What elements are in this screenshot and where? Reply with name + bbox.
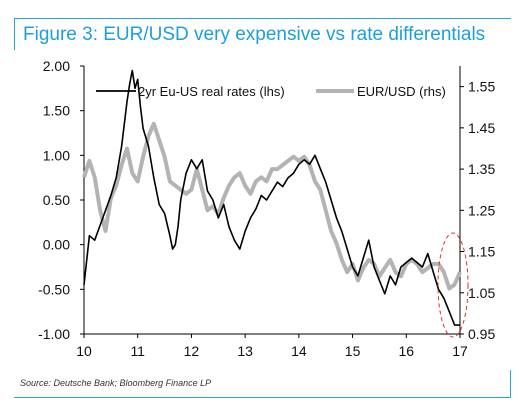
- footer-frame: [14, 370, 511, 398]
- left-tick-label: -0.50: [38, 281, 70, 297]
- chart-title: Figure 3: EUR/USD very expensive vs rate…: [23, 24, 486, 45]
- legend: 2yr Eu-US real rates (lhs) EUR/USD (rhs): [96, 84, 446, 99]
- highlight-ellipse: [437, 232, 469, 338]
- x-tick-label: 17: [452, 343, 468, 359]
- real-rates-line: [83, 69, 460, 326]
- left-tick-label: 2.00: [43, 58, 70, 74]
- x-axis-ticks: 10 11 12 13 14 15 16 17: [76, 334, 468, 359]
- left-tick-label: 0.50: [43, 192, 70, 208]
- right-tick-label: 0.95: [468, 326, 495, 342]
- right-axis-ticks: 1.55 1.45 1.35 1.25 1.15 1.05 0.95: [460, 79, 495, 342]
- x-tick-label: 16: [398, 343, 414, 359]
- x-tick-label: 11: [130, 343, 145, 359]
- left-tick-label: 1.00: [43, 147, 70, 163]
- right-tick-label: 1.25: [468, 202, 495, 218]
- left-tick-label: 1.50: [43, 103, 70, 119]
- x-tick-label: 14: [291, 343, 307, 359]
- left-axis-ticks: 2.00 1.50 1.00 0.50 0.00 -0.50 -1.00: [38, 58, 84, 342]
- x-tick-label: 12: [184, 343, 200, 359]
- series-layer: [82, 69, 462, 326]
- right-tick-label: 1.35: [468, 161, 495, 177]
- title-bar: Figure 3: EUR/USD very expensive vs rate…: [14, 18, 511, 50]
- legend-real-rates-label: 2yr Eu-US real rates (lhs): [138, 84, 285, 99]
- legend-eurusd-label: EUR/USD (rhs): [357, 84, 446, 99]
- x-tick-label: 13: [237, 343, 253, 359]
- left-tick-label: -1.00: [38, 326, 70, 342]
- source-note: Source: Deutsche Bank; Bloomberg Finance…: [20, 378, 212, 388]
- right-tick-label: 1.15: [468, 244, 495, 260]
- right-tick-label: 1.45: [468, 120, 495, 136]
- right-tick-label: 1.55: [468, 79, 495, 95]
- x-tick-label: 10: [76, 343, 92, 359]
- left-tick-label: 0.00: [43, 237, 70, 253]
- right-tick-label: 1.05: [468, 285, 495, 301]
- x-tick-label: 15: [345, 343, 361, 359]
